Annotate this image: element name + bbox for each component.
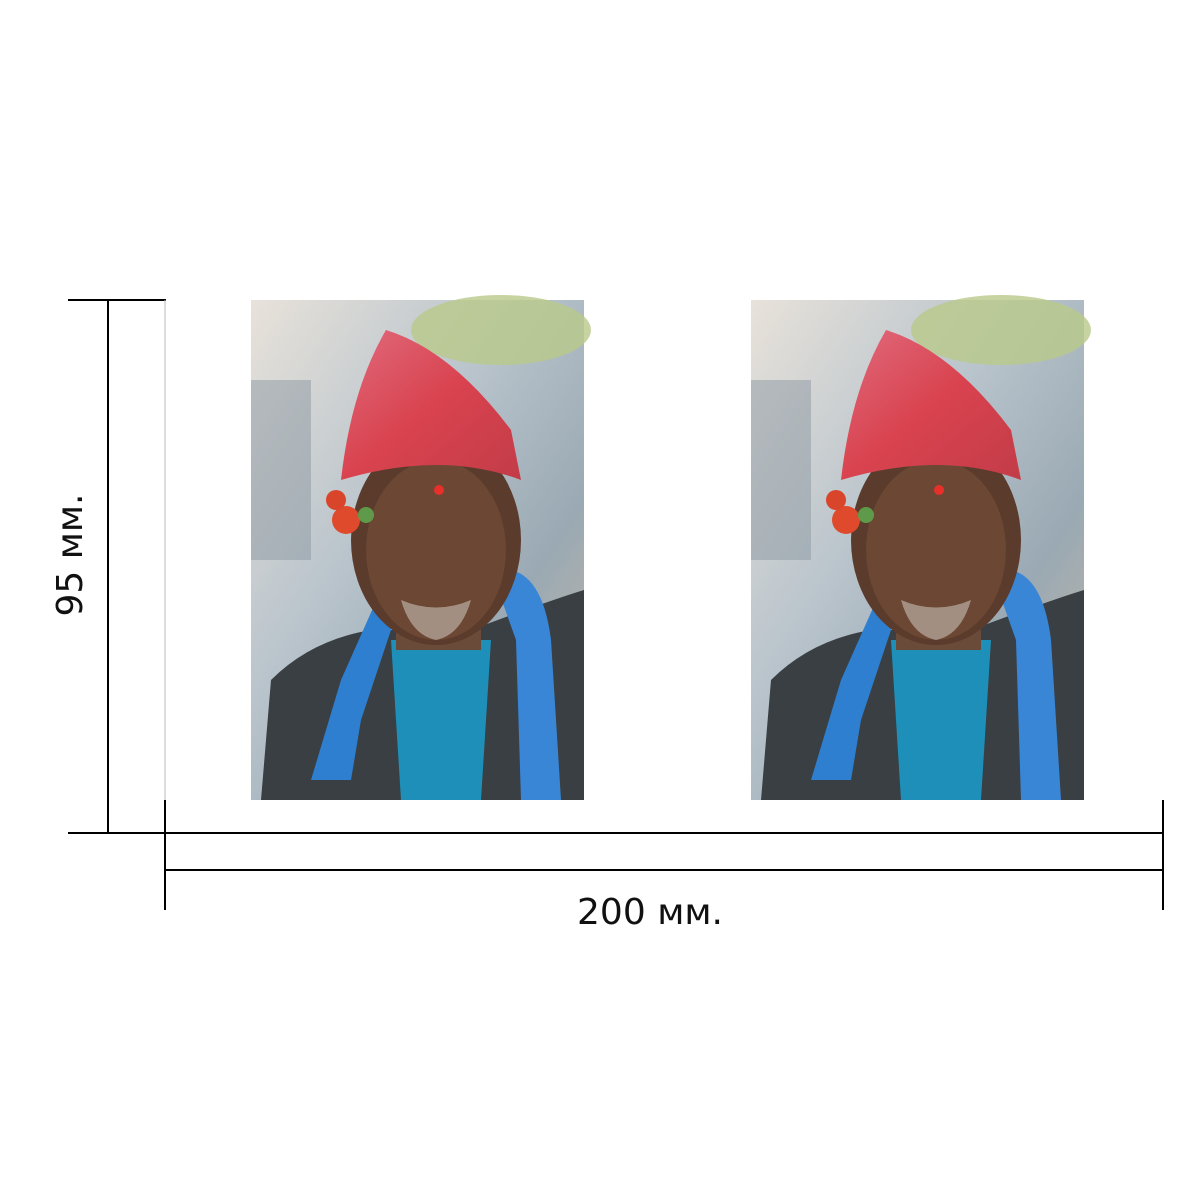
width-label: 200 мм. <box>577 892 723 933</box>
width-dimension <box>164 800 1164 910</box>
height-dimension <box>68 299 166 834</box>
height-label: 95 мм. <box>50 493 91 616</box>
photo <box>251 295 591 800</box>
photo <box>751 295 1091 800</box>
